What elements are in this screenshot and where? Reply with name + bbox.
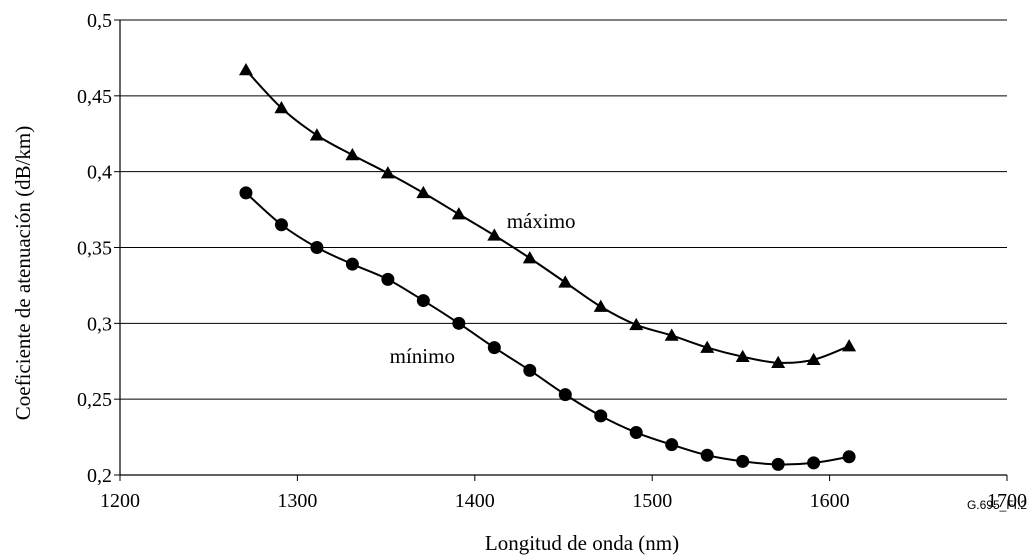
circle-marker xyxy=(416,294,430,308)
curve-label: mínimo xyxy=(390,344,455,368)
triangle-marker xyxy=(380,166,395,179)
x-tick-label: 1200 xyxy=(100,490,140,512)
circle-marker xyxy=(310,241,324,254)
circle-marker xyxy=(452,316,466,330)
triangle-marker xyxy=(345,147,360,161)
y-tick-label: 0,4 xyxy=(87,162,112,184)
circle-marker xyxy=(274,218,288,232)
triangle-marker xyxy=(700,340,715,353)
gridlines xyxy=(120,19,1007,400)
circle-marker xyxy=(523,363,537,377)
triangle-marker xyxy=(558,275,573,288)
series-line xyxy=(245,192,850,466)
series-maximo xyxy=(238,63,857,369)
y-tick-label: 0,25 xyxy=(77,389,112,411)
y-axis-title: Coeficiente de atenuación (dB/km) xyxy=(11,126,35,420)
triangle-marker xyxy=(593,299,608,312)
annotations: máximo mínimo xyxy=(390,209,576,368)
circle-marker xyxy=(700,448,714,462)
y-tick-label: 0,2 xyxy=(87,465,112,487)
triangle-marker xyxy=(806,352,821,365)
y-tick-label: 0,35 xyxy=(77,238,112,260)
circle-marker xyxy=(381,272,395,286)
x-tick-label: 1700 xyxy=(987,490,1027,512)
circle-marker xyxy=(842,450,856,464)
series-layer xyxy=(238,63,857,471)
circle-marker xyxy=(665,438,679,452)
series-minimo xyxy=(239,186,856,471)
triangle-marker xyxy=(771,355,786,369)
y-tick-label: 0,45 xyxy=(77,86,112,108)
circle-marker xyxy=(594,409,608,423)
x-tick-label: 1300 xyxy=(277,490,317,512)
x-tick-label: 1400 xyxy=(455,490,495,512)
circle-marker xyxy=(558,388,572,402)
triangle-marker xyxy=(238,63,253,76)
circle-marker xyxy=(239,186,253,200)
triangle-marker xyxy=(842,339,857,352)
triangle-marker xyxy=(664,328,679,341)
x-tick-labels: 1200 1300 1400 1500 1600 1700 xyxy=(100,475,1027,512)
y-tick-label: 0,5 xyxy=(87,10,112,32)
circle-marker xyxy=(487,341,501,355)
y-tick-label: 0,3 xyxy=(87,313,112,335)
circle-marker xyxy=(345,257,359,271)
x-tick-label: 1600 xyxy=(810,490,850,512)
circle-marker xyxy=(771,457,785,471)
circle-marker xyxy=(629,426,643,440)
triangle-marker xyxy=(309,128,324,141)
circle-marker xyxy=(807,456,821,470)
triangle-marker xyxy=(274,100,289,114)
curve-label: máximo xyxy=(507,209,576,233)
x-axis-title: Longitud de onda (nm) xyxy=(485,531,679,555)
figure-code-label: G.695_FI.2 xyxy=(967,498,1027,512)
triangle-marker xyxy=(522,251,537,264)
triangle-marker xyxy=(735,349,750,362)
triangle-marker xyxy=(629,317,644,331)
triangle-marker xyxy=(451,207,466,220)
y-tick-labels: 0,2 0,25 0,3 0,35 0,4 0,45 0,5 xyxy=(77,10,120,487)
circle-marker xyxy=(736,454,750,468)
x-tick-label: 1500 xyxy=(632,490,672,512)
triangle-marker xyxy=(416,185,431,199)
triangle-marker xyxy=(487,228,502,241)
